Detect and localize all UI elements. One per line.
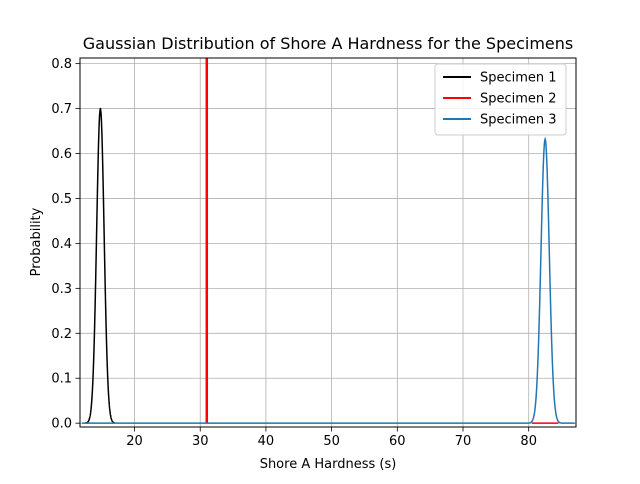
- plot-frame: [79, 57, 577, 428]
- legend-box: [434, 63, 567, 136]
- legend-label-specimen-3: Specimen 3: [480, 113, 557, 128]
- y-tick-label: 0.1: [51, 372, 72, 387]
- legend-label-specimen-2: Specimen 2: [480, 92, 557, 107]
- y-tick-label: 0.3: [51, 282, 72, 297]
- x-tick-label: 60: [389, 434, 406, 449]
- chart-title: Gaussian Distribution of Shore A Hardnes…: [83, 34, 573, 53]
- x-tick-label: 40: [258, 434, 275, 449]
- x-tick-label: 70: [455, 434, 472, 449]
- specimen-1-curve: [84, 107, 116, 424]
- y-tick-label: 0.2: [51, 327, 72, 342]
- x-tick-label: 50: [323, 434, 340, 449]
- y-tick-label: 0.7: [51, 102, 72, 117]
- legend-label-specimen-1: Specimen 1: [480, 71, 557, 86]
- x-tick-label: 30: [192, 434, 209, 449]
- y-tick-label: 0.4: [51, 237, 72, 252]
- specimen-3-curve: [81, 136, 575, 424]
- x-axis-label: Shore A Hardness (s): [260, 457, 397, 472]
- tick-layer: 20 30 40 50 60 70 80 0.0 0.1 0.2 0.3 0.4 0.5 0.6 0.7 0.…: [51, 57, 537, 449]
- legend: Specimen 1 Specimen 2 Specimen 3: [434, 63, 567, 136]
- y-tick-label: 0.5: [51, 192, 72, 207]
- x-tick-label: 20: [126, 434, 143, 449]
- y-tick-label: 0.8: [51, 57, 72, 72]
- x-tick-label: 80: [520, 434, 537, 449]
- y-tick-label: 0.6: [51, 147, 72, 162]
- y-tick-label: 0.0: [51, 417, 72, 432]
- series-layer: [81, 58, 575, 424]
- y-axis-label: Probability: [29, 207, 44, 276]
